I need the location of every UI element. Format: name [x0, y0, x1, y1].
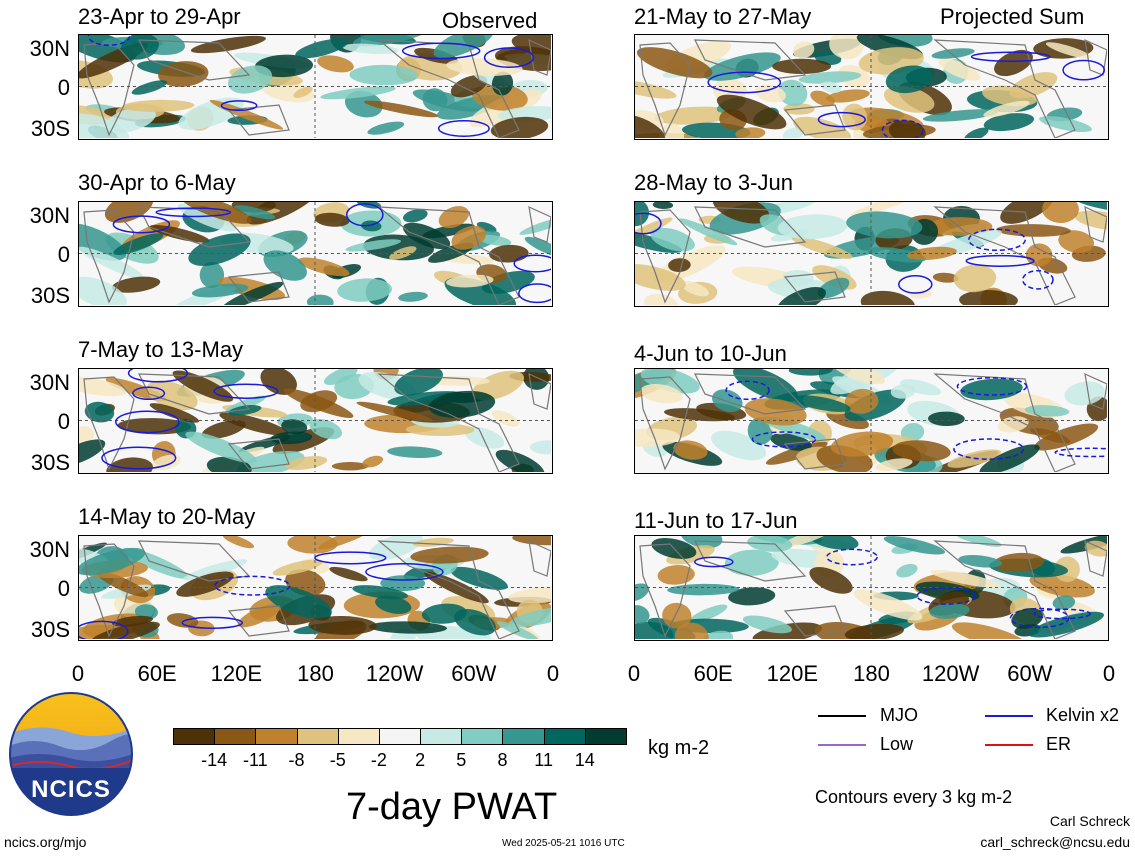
map-panel-proj-1	[634, 34, 1109, 140]
lat-label: 30N	[29, 203, 70, 228]
panel-title-proj-4: 11-Jun to 17-Jun	[634, 508, 798, 533]
panel-title-proj-3: 4-Jun to 10-Jun	[634, 341, 787, 366]
lon-label: 0	[546, 661, 560, 686]
panel-title-obs-2: 30-Apr to 6-May	[78, 170, 236, 195]
panel-title-proj-2: 28-May to 3-Jun	[634, 170, 793, 195]
lat-label: 0	[57, 576, 70, 601]
colorbar-tick-label: 11	[534, 750, 553, 770]
legend-kelvin-line	[985, 715, 1033, 717]
legend-low-line	[818, 744, 866, 746]
lon-label: 0	[1102, 661, 1116, 686]
lon-label: 120E	[766, 661, 819, 686]
panel-title-obs-3: 7-May to 13-May	[78, 337, 244, 362]
colorbar-cell	[296, 728, 339, 745]
lat-label: 30N	[29, 36, 70, 61]
lat-label: 0	[57, 409, 70, 434]
colorbar-cell	[461, 728, 504, 745]
lon-label: 120W	[921, 661, 980, 686]
map-panel-obs-3	[78, 368, 553, 474]
projected-label: Projected Sum	[940, 4, 1085, 29]
observed-label: Observed	[442, 8, 538, 33]
map-panel-proj-4	[634, 535, 1109, 641]
colorbar-tick-label: 14	[574, 750, 595, 770]
colorbar-cell	[584, 728, 627, 745]
colorbar-cell	[255, 728, 298, 745]
colorbar-cell	[420, 728, 463, 745]
legend-mjo-label: MJO	[880, 705, 918, 725]
lon-label: 0	[71, 661, 85, 686]
colorbar-cell	[214, 728, 257, 745]
colorbar-tick-label: 2	[415, 750, 426, 770]
legend-mjo-line	[818, 715, 866, 717]
lon-label: 60E	[137, 661, 177, 686]
lon-label: 60E	[693, 661, 733, 686]
lon-label: 120W	[365, 661, 424, 686]
lat-label: 30N	[29, 370, 70, 395]
map-panel-proj-3	[634, 368, 1109, 474]
lon-label: 60W	[1007, 661, 1053, 686]
legend-er-label: ER	[1046, 734, 1072, 754]
map-panel-obs-4	[78, 535, 553, 641]
colorbar-cell	[378, 728, 422, 745]
colorbar-cell	[502, 728, 545, 745]
lat-label: 30S	[30, 617, 70, 642]
main-title: 7-day PWAT	[346, 786, 558, 828]
panel-title-obs-1: 23-Apr to 29-Apr	[78, 4, 241, 29]
website-link[interactable]: ncics.org/mjo	[4, 834, 87, 850]
colorbar-tick-label: 5	[456, 750, 467, 770]
legend-low-label: Low	[880, 734, 914, 754]
lat-label: 30S	[30, 450, 70, 475]
lon-label: 60W	[451, 661, 497, 686]
colorbar-cell	[543, 728, 586, 745]
colorbar-tick-label: -8	[288, 750, 305, 770]
logo-text: NCICS	[31, 776, 111, 803]
author-email: carl_schreck@ncsu.edu	[980, 834, 1130, 850]
colorbar-units: kg m-2	[648, 737, 710, 759]
lon-label: 180	[853, 661, 890, 686]
colorbar-tick-label: -5	[329, 750, 346, 770]
ncics-logo: NCICS	[9, 692, 133, 816]
lon-label: 0	[627, 661, 641, 686]
panel-title-proj-1: 21-May to 27-May	[634, 4, 812, 29]
map-panel-proj-2	[634, 201, 1109, 307]
lon-label: 120E	[210, 661, 263, 686]
legend-kelvin-label: Kelvin x2	[1046, 705, 1120, 725]
colorbar-cell	[173, 728, 216, 745]
lat-label: 30S	[30, 283, 70, 308]
colorbar-cell	[337, 728, 380, 745]
colorbar-tick-label: -14	[201, 750, 228, 770]
lat-label: 30S	[30, 116, 70, 141]
colorbar-tick-label: 8	[497, 750, 508, 770]
lat-label: 30N	[29, 537, 70, 562]
colorbar-tick-label: -2	[370, 750, 387, 770]
lat-label: 0	[57, 242, 70, 267]
lat-label: 0	[57, 75, 70, 100]
lon-label: 180	[297, 661, 334, 686]
colorbar-tick-label: -11	[243, 750, 268, 770]
map-panel-obs-1	[78, 34, 553, 140]
legend-er-line	[985, 744, 1033, 746]
author-name: Carl Schreck	[1049, 813, 1130, 829]
contours-note: Contours every 3 kg m-2	[815, 787, 1013, 807]
map-panel-obs-2	[78, 201, 553, 307]
panel-title-obs-4: 14-May to 20-May	[78, 504, 256, 529]
timestamp: Wed 2025-05-21 1016 UTC	[502, 838, 625, 849]
